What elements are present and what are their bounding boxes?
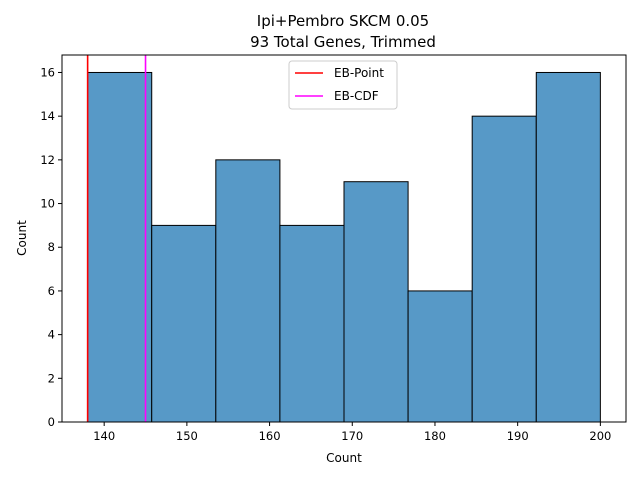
y-ticks: 0 2 4 6 8 10 12 14 16 <box>40 65 62 429</box>
x-tick-label: 200 <box>589 429 611 443</box>
histogram-bar <box>471 115 537 423</box>
histogram-bar <box>87 71 153 423</box>
y-tick-label: 10 <box>40 197 55 211</box>
x-tick-label: 170 <box>341 429 363 443</box>
vlines-group <box>86 55 147 422</box>
x-tick-label: 140 <box>93 429 115 443</box>
legend: EB-Point EB-CDF <box>288 60 398 110</box>
x-tick-label: 160 <box>259 429 281 443</box>
x-tick-label: 190 <box>507 429 529 443</box>
bars-group <box>87 71 601 423</box>
x-ticks: 140 150 160 170 180 190 200 <box>93 422 611 443</box>
y-tick-label: 8 <box>48 240 55 254</box>
chart-title-line2: 93 Total Genes, Trimmed <box>250 33 436 51</box>
histogram-bar <box>215 159 281 423</box>
legend-label-eb-cdf: EB-CDF <box>334 89 379 103</box>
legend-label-eb-point: EB-Point <box>334 66 384 80</box>
y-tick-label: 2 <box>48 371 55 385</box>
chart-title-line1: Ipi+Pembro SKCM 0.05 <box>257 12 429 30</box>
y-tick-label: 4 <box>48 328 55 342</box>
plot-frame <box>61 54 627 423</box>
y-tick-label: 6 <box>48 284 55 298</box>
histogram-bar <box>151 224 217 423</box>
histogram-bar <box>535 71 601 423</box>
y-tick-label: 16 <box>40 65 55 79</box>
y-tick-label: 14 <box>40 109 55 123</box>
y-axis-label: Count <box>15 220 29 256</box>
histogram-bar <box>343 181 409 423</box>
histogram-bar <box>279 224 345 423</box>
x-axis-label: Count <box>326 451 362 465</box>
x-tick-label: 150 <box>176 429 198 443</box>
histogram-bar <box>407 290 473 423</box>
x-tick-label: 180 <box>424 429 446 443</box>
y-tick-label: 12 <box>40 153 55 167</box>
y-tick-label: 0 <box>48 415 55 429</box>
